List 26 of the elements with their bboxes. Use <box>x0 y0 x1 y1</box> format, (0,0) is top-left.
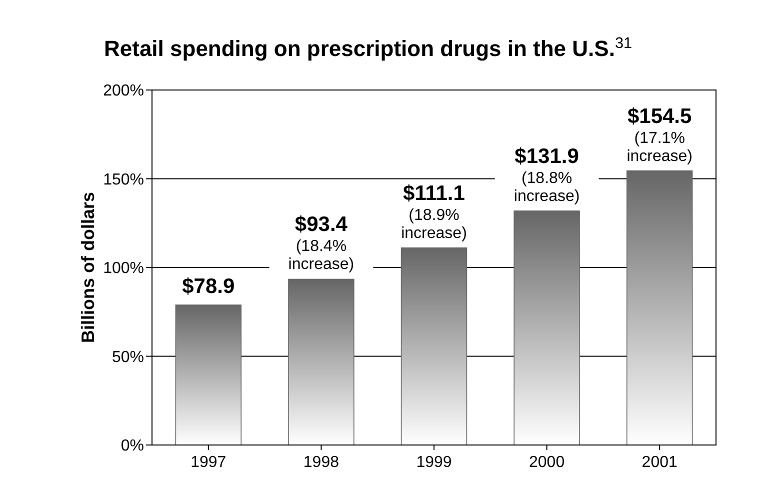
data-label: $154.5 <box>627 104 692 128</box>
annotation: (17.1% increase) <box>626 130 693 165</box>
annotation: (18.8% increase) <box>514 170 580 205</box>
y-tick-label: 150% <box>103 171 144 188</box>
x-tick-label: 1998 <box>303 454 340 471</box>
x-tick-label: 2000 <box>529 454 565 471</box>
x-tick-label: 1997 <box>190 454 226 471</box>
data-label: $93.4 <box>294 213 348 236</box>
y-tick-label: 50% <box>112 348 144 366</box>
bar <box>400 247 468 446</box>
bar <box>288 278 354 446</box>
y-tick-label: 0% <box>120 438 144 455</box>
bar <box>175 304 242 446</box>
y-tick-label: 100% <box>103 260 144 278</box>
chart-title: Retail spending on prescription drugs in the U.S.$^{31}$ <box>104 34 632 61</box>
annotation: (18.4% increase) <box>288 238 354 274</box>
y-tick-label: 200% <box>103 82 144 100</box>
data-label: $78.9 <box>182 274 235 298</box>
annotation: (18.9% increase) <box>401 206 467 242</box>
data-label: $111.1 <box>403 182 466 205</box>
x-tick-label: 1999 <box>416 454 452 471</box>
data-label: $131.9 <box>514 144 579 168</box>
y-axis-title: Billions of dollars <box>78 192 98 344</box>
x-tick-label: 2001 <box>642 454 678 471</box>
bar <box>514 210 580 446</box>
bar <box>626 170 693 446</box>
